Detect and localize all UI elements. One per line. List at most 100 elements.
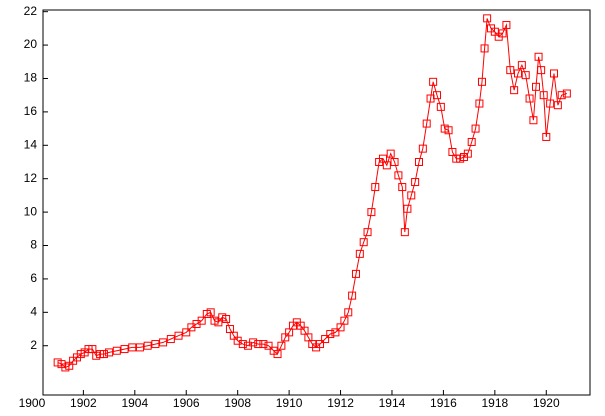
marker [159,338,168,347]
marker [382,161,391,170]
marker [348,291,357,300]
marker [414,157,423,166]
marker [475,99,484,108]
marker [400,228,409,237]
marker [390,157,399,166]
marker [355,249,364,258]
marker [398,183,407,192]
marker [351,269,360,278]
marker [371,183,380,192]
marker [411,178,420,187]
marker [418,144,427,153]
y-tick-label: 22 [24,4,38,18]
marker [135,343,144,352]
marker [99,350,108,359]
marker [531,82,540,91]
marker [502,21,511,30]
x-tick-label: 1918 [481,396,508,410]
marker [321,335,330,344]
x-tick-label: 1908 [224,396,251,410]
marker [182,328,191,337]
marker [506,66,515,75]
marker [222,315,231,324]
x-tick-label: 1912 [327,396,354,410]
marker [407,191,416,200]
marker [340,316,349,325]
marker [403,204,412,213]
y-tick-label: 8 [30,238,37,252]
marker [537,66,546,75]
marker [477,77,486,86]
marker [542,132,551,141]
y-tick-label: 2 [30,338,37,352]
marker [444,126,453,135]
x-tick-label: 1902 [70,396,97,410]
y-tick-label: 12 [24,171,38,185]
marker [359,238,368,247]
marker [277,341,286,350]
marker [498,29,507,38]
marker [546,99,555,108]
x-tick-label: 1920 [533,396,560,410]
y-tick-label: 18 [24,71,38,85]
marker [394,171,403,180]
marker [151,340,160,349]
marker [562,89,571,98]
marker [480,44,489,53]
marker [315,340,324,349]
marker [112,346,121,355]
y-tick-label: 6 [30,271,37,285]
marker [422,119,431,128]
marker [326,330,335,339]
marker [549,69,558,78]
marker [529,116,538,125]
y-tick-label: 16 [24,104,38,118]
marker [436,102,445,111]
plot-frame [42,9,591,396]
marker [174,331,183,340]
marker [254,340,263,349]
marker [471,124,480,133]
marker [534,52,543,61]
marker [386,149,395,158]
marker [273,350,282,359]
y-tick-label: 14 [24,137,38,151]
y-tick-label: 4 [30,304,37,318]
x-tick-label: 1916 [430,396,457,410]
marker [259,340,268,349]
marker [105,348,114,357]
marker [557,91,566,100]
marker [483,14,492,23]
marker [197,316,206,325]
marker [429,77,438,86]
marker [539,91,548,100]
line [57,18,568,368]
marker [166,335,175,344]
marker [463,149,472,158]
marker [363,228,372,237]
marker [510,86,519,95]
marker [264,341,273,350]
marker [432,91,441,100]
marker [331,328,340,337]
y-tick-label: 10 [24,204,38,218]
y-tick-label: 20 [24,37,38,51]
marker [143,341,152,350]
marker [513,69,522,78]
marker [467,137,476,146]
marker [553,101,562,110]
marker [517,61,526,70]
marker [521,71,530,80]
marker [238,340,247,349]
x-tick-label: 1914 [379,396,406,410]
x-tick-label: 1906 [173,396,200,410]
marker [249,338,258,347]
marker [367,208,376,217]
marker [206,308,215,317]
x-tick-label: 1900 [19,396,46,410]
marker [344,308,353,317]
x-tick-label: 1904 [121,396,148,410]
x-tick-label: 1910 [276,396,303,410]
marker [525,94,534,103]
